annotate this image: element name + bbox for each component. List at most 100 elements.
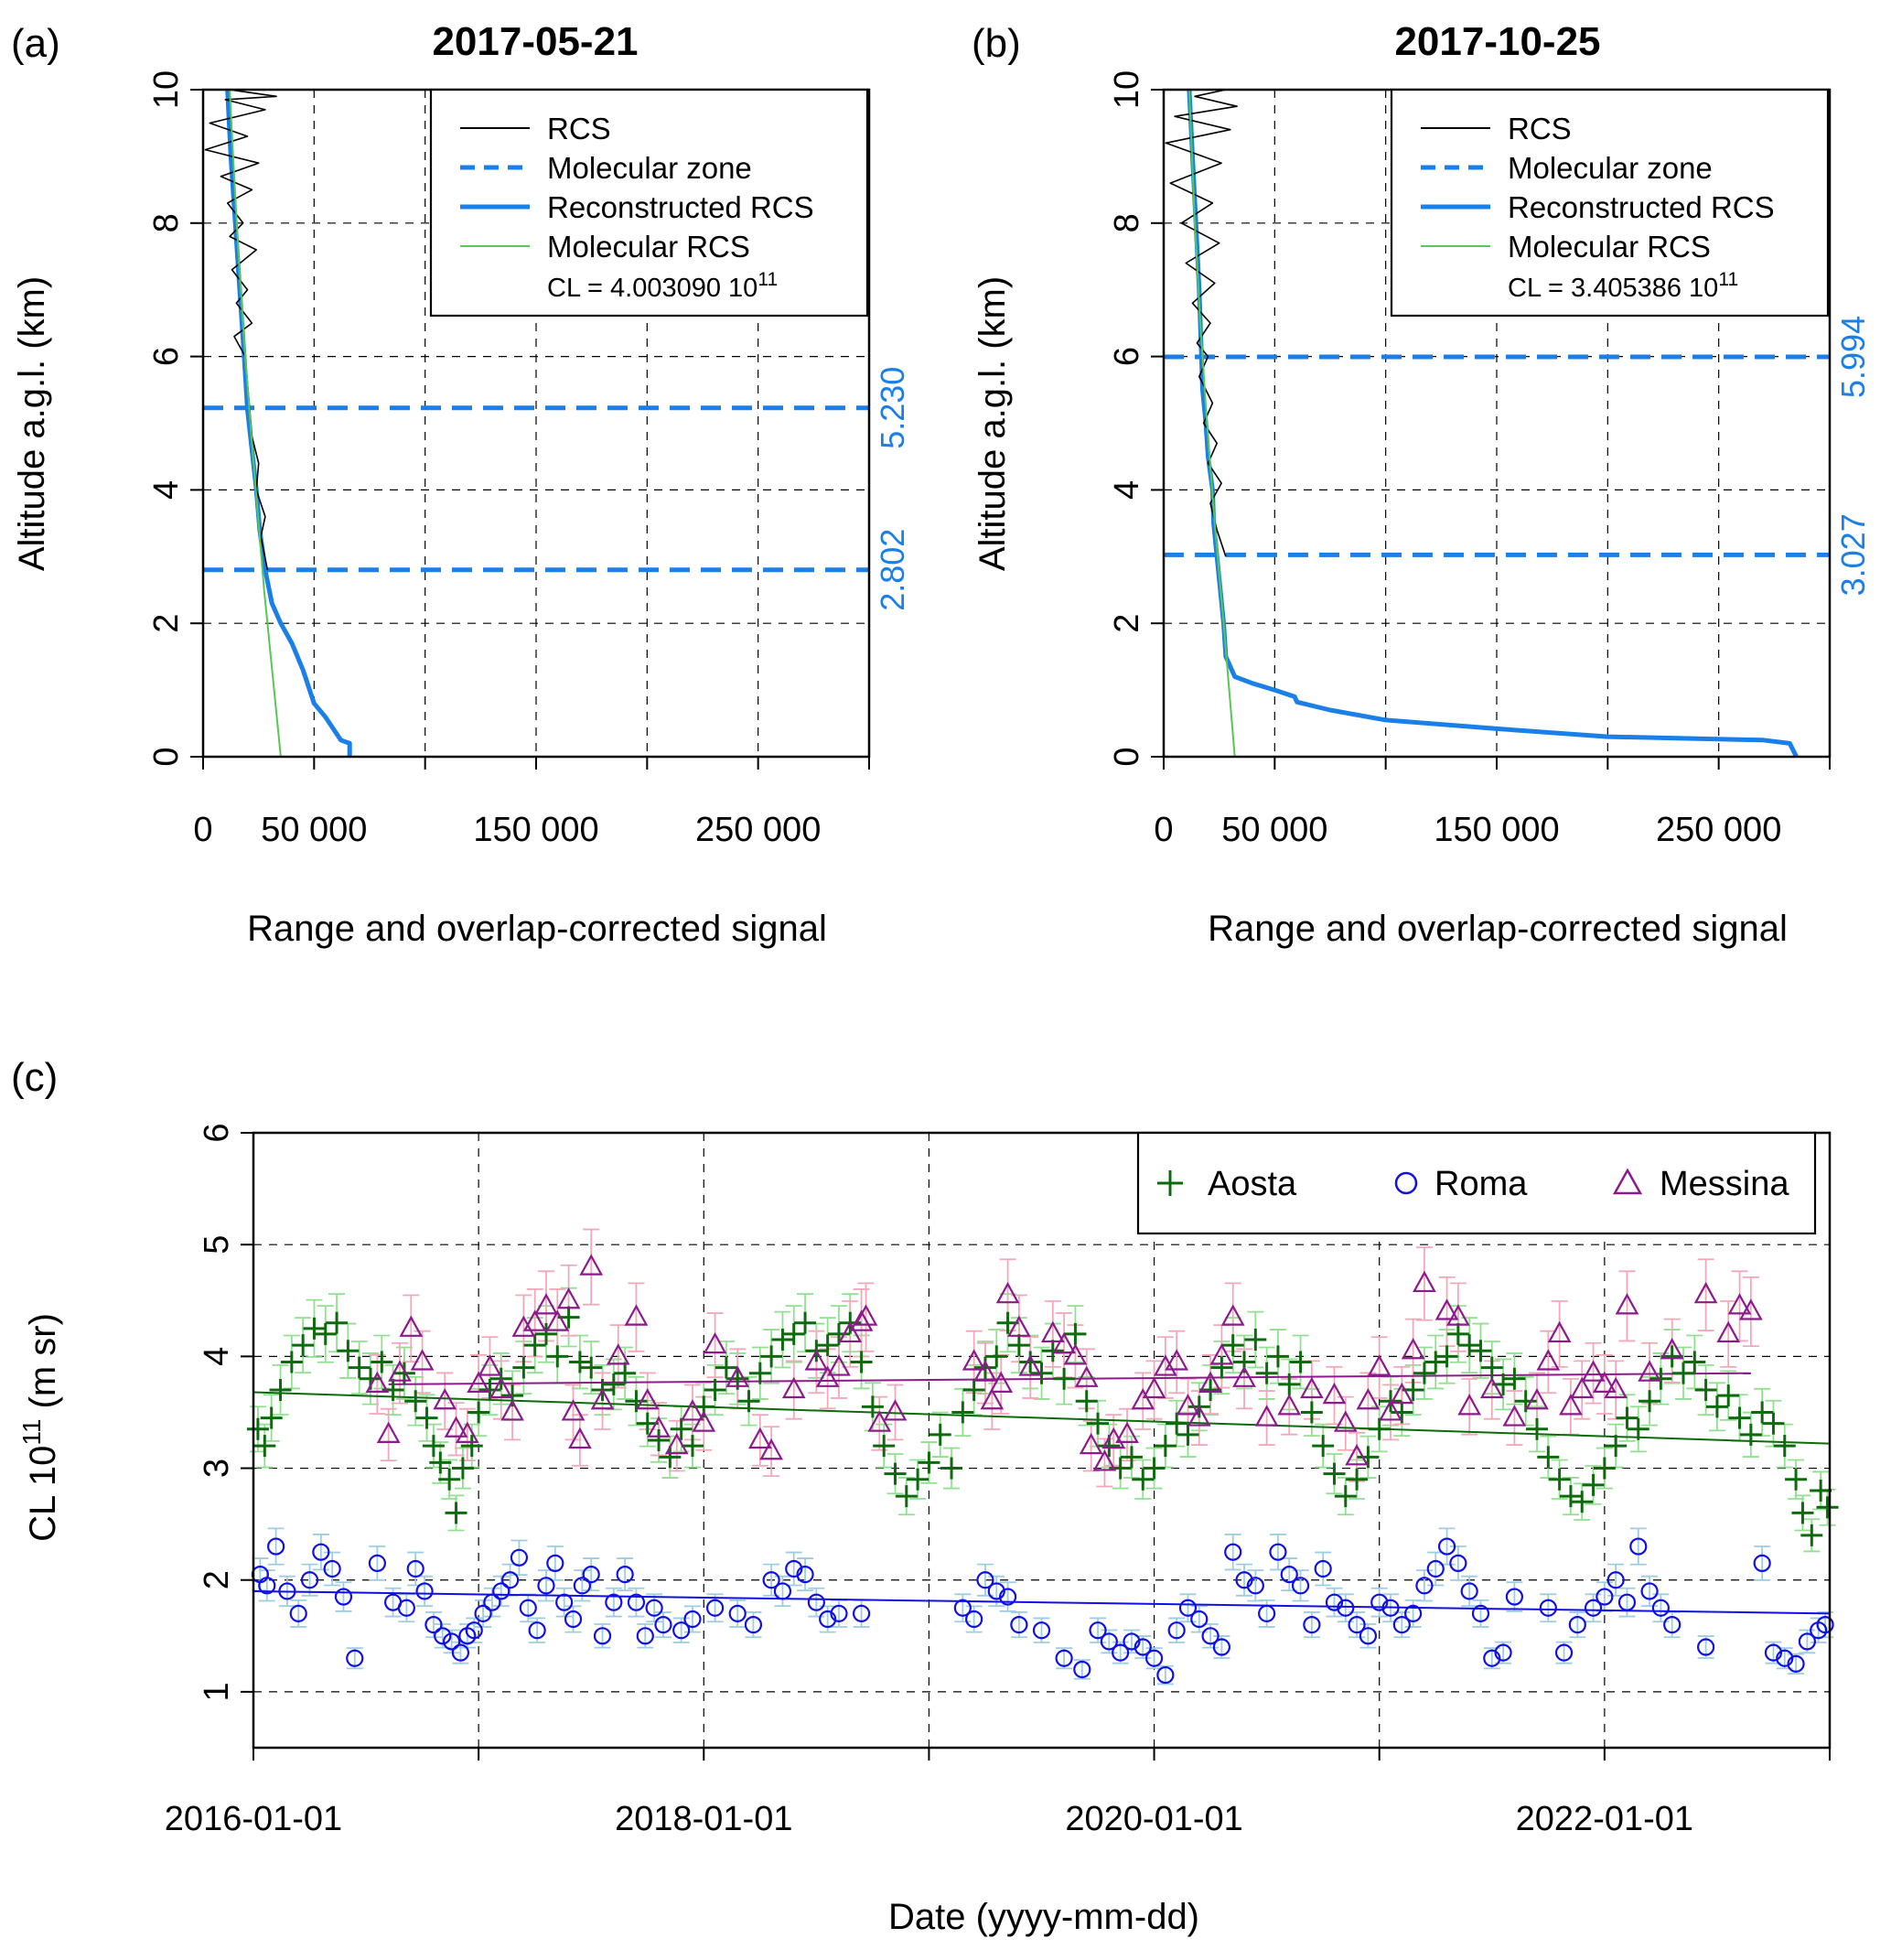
panel-c-messina-point (534, 1293, 558, 1315)
panel-c-aosta-point (546, 1345, 569, 1368)
panel-a-zone-upper-label: 5.230 (874, 367, 911, 449)
panel-c-aosta-point (1469, 1340, 1492, 1362)
panel-a-ytick-label: 6 (147, 347, 186, 366)
panel-c-messina-point (561, 1399, 586, 1421)
panel-b-legend-cl: CL = 3.405386 1011 (1508, 269, 1738, 303)
panel-c-roma-errorbar (797, 1557, 814, 1592)
panel-c-y-axis-label: CL 1011 (m sr) (17, 1313, 63, 1542)
panel-c-messina-point (1413, 1270, 1436, 1293)
panel-c-messina-point (1446, 1304, 1470, 1326)
panel-c-roma-point (451, 1643, 470, 1662)
panel-c-roma-point (1359, 1627, 1378, 1645)
panel-c-aosta-point (1503, 1367, 1526, 1390)
panel-a-xtick-label: 250 000 (695, 811, 821, 849)
panel-c-messina-point (1333, 1410, 1358, 1432)
panel-c-messina-errorbar (1506, 1390, 1523, 1446)
panel-b-ytick-label: 4 (1108, 480, 1146, 500)
panel-c-roma-point (1156, 1665, 1175, 1685)
panel-label-b: (b) (972, 21, 1021, 66)
panel-b-xtick-label: 0 (1154, 811, 1173, 849)
panel-c-aosta-point (1571, 1491, 1594, 1513)
panel-c-roma-errorbar (369, 1545, 386, 1581)
panel-a-xtick-label: 0 (193, 811, 212, 849)
panel-c-aosta-point (1053, 1367, 1076, 1390)
panel-c-aosta-point (1424, 1351, 1447, 1373)
panel-c-aosta-point (1041, 1340, 1064, 1362)
panel-a-legend-cl-exp: 11 (757, 269, 778, 290)
panel-c-ytick-label: 1 (198, 1682, 236, 1701)
panel-c-aosta-point (580, 1356, 603, 1379)
panel-c-aosta-point (850, 1351, 873, 1373)
panel-c-aosta-point (404, 1390, 427, 1413)
panel-c-aosta-point (1559, 1485, 1582, 1508)
panel-c-roma-point (593, 1627, 612, 1645)
panel-a-legend-cl: CL = 4.003090 1011 (547, 269, 778, 303)
panel-c-roma-point (1167, 1621, 1186, 1640)
panel-c-roma-errorbar (774, 1575, 791, 1608)
panel-c-messina-point (444, 1416, 468, 1438)
panel-c-aosta-point (1289, 1351, 1312, 1373)
panel-c-messina-errorbar (1720, 1300, 1737, 1368)
panel-c-roma-point (1370, 1593, 1389, 1611)
panel-c-aosta-point (534, 1322, 557, 1345)
panel-c-messina-point (1052, 1331, 1076, 1354)
panel-c-messina-point (1345, 1444, 1369, 1466)
panel-c-roma-point (555, 1593, 574, 1611)
panel-c-aosta-point (659, 1446, 682, 1469)
panel-c-aosta-point (1810, 1479, 1832, 1502)
panel-c-aosta-point (303, 1317, 326, 1340)
panel-c-messina-point (1379, 1399, 1402, 1421)
panel-c-messina-point (1232, 1365, 1256, 1387)
panel-c-roma-errorbar (583, 1557, 600, 1592)
panel-c-roma-errorbar (617, 1557, 634, 1592)
panel-c-roma-point (443, 1632, 461, 1651)
panel-b-ytick-label: 10 (1108, 70, 1146, 109)
panel-c-roma-errorbar (492, 1575, 510, 1608)
panel-c-roma-point (1617, 1593, 1637, 1611)
panel-c-messina-point (1165, 1349, 1189, 1371)
panel-c-messina-errorbar (1618, 1270, 1636, 1342)
panel-c-roma-errorbar (290, 1599, 307, 1628)
panel-c-messina-point (1254, 1405, 1279, 1427)
panel-b-zone-upper-label: 5.994 (1834, 316, 1872, 398)
panel-c-aosta-point (1627, 1417, 1649, 1440)
panel-c-legend-roma: Roma (1434, 1165, 1528, 1203)
panel-c-messina-point (854, 1304, 878, 1326)
panel-a-x-axis: 0 50 000 150 000 250 000 (193, 757, 870, 849)
panel-a-legend-cl-text: CL = 4.003090 10 (547, 274, 757, 303)
panel-c-aosta-point (371, 1351, 393, 1373)
panel-c-roma-errorbar (416, 1575, 434, 1608)
panel-c-roma-errorbar (1370, 1587, 1388, 1618)
panel-a-legend-zone: Molecular zone (547, 151, 752, 185)
panel-c-aosta-point (951, 1401, 974, 1424)
panel-b-zone-labels: 5.994 3.027 (1834, 316, 1872, 596)
panel-c-aosta-point (1244, 1329, 1267, 1352)
panel-c-roma-point (1246, 1577, 1264, 1595)
panel-c-roma-point (998, 1588, 1017, 1606)
panel-c-aosta-point (1435, 1345, 1458, 1368)
panel-c-legend-box (1136, 1131, 1817, 1235)
panel-c-aosta-point (1266, 1345, 1289, 1368)
panel-c-aosta-point (1694, 1379, 1717, 1402)
panel-c-messina-point (1018, 1354, 1043, 1376)
panel-c-aosta-point (714, 1356, 737, 1379)
panel-c-roma-point (773, 1582, 792, 1600)
panel-c-roma-point (519, 1599, 537, 1617)
panel-a-ytick-label: 8 (147, 213, 186, 232)
panel-c-messina-point (590, 1387, 615, 1410)
panel-c-roma-point (415, 1582, 434, 1600)
panel-c-messina-point (815, 1365, 840, 1387)
panel-c-aosta-point (1593, 1457, 1616, 1480)
panel-c-roma-point (1201, 1627, 1219, 1645)
panel-label-c: (c) (11, 1055, 58, 1100)
panel-a-ytick-label: 10 (147, 70, 186, 109)
panel-c-aosta-point (1480, 1356, 1503, 1379)
panel-b-legend-rcs: RCS (1508, 112, 1572, 145)
panel-c-xtick-label: 2016-01-01 (165, 1800, 342, 1838)
panel-c-aosta-point (280, 1351, 303, 1373)
panel-a-y-axis-label: Altitude a.g.l. (km) (12, 276, 52, 571)
panel-b-legend-molecular: Molecular RCS (1508, 230, 1711, 264)
panel-c-messina-errorbar (763, 1426, 780, 1478)
panel-c-roma-errorbar (1607, 1563, 1625, 1597)
panel-c-roma-point (1640, 1582, 1659, 1600)
